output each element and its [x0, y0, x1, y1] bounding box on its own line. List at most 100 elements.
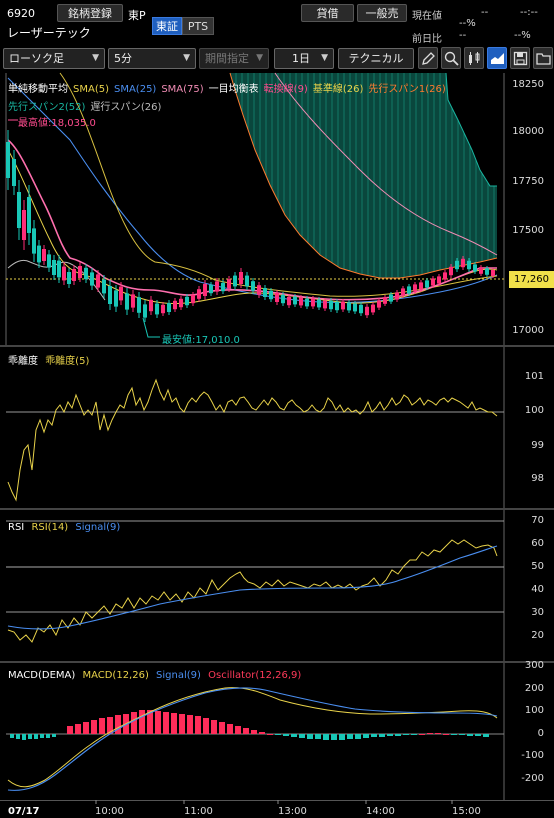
macd-oscillator-bar [363, 734, 369, 738]
zoom-button[interactable] [441, 47, 461, 69]
candle-body [431, 278, 435, 286]
save-button[interactable] [510, 47, 530, 69]
macd-signal-line [7, 687, 498, 791]
macd-line [7, 687, 498, 788]
stock-code: 6920 [7, 7, 35, 20]
macd-oscillator-bar [283, 734, 289, 736]
candle-body [37, 245, 41, 263]
macd-oscillator-bar [387, 734, 393, 736]
candle-body [305, 298, 309, 307]
candles [6, 130, 495, 322]
exchange-tse-tab[interactable]: 東証 [152, 17, 182, 35]
interval-select[interactable]: 5分 ▼ [108, 48, 196, 69]
macd-ytick: 300 [524, 660, 544, 671]
candle-body [96, 274, 100, 288]
candle-body [371, 304, 375, 313]
x-tick: 13:00 [278, 806, 307, 817]
candle-body [485, 268, 489, 275]
prev-close-value: -- [459, 30, 467, 41]
technical-button[interactable]: テクニカル [338, 48, 414, 69]
current-price-value: -- [481, 7, 489, 18]
candle-body [167, 303, 171, 312]
folder-icon [536, 53, 551, 65]
macd-oscillator-bar [475, 734, 481, 736]
candle-body [67, 272, 71, 284]
macd-oscillator-bar [267, 734, 273, 735]
x-tick: 10:00 [95, 806, 124, 817]
candle-body [275, 293, 279, 302]
macd-oscillator-bar [427, 733, 433, 734]
area-chart-icon [491, 53, 504, 64]
candle-body [57, 260, 61, 278]
open-folder-button[interactable] [533, 47, 553, 69]
main-legend-row2: 先行スパン2(52) 遅行スパン(26) [8, 98, 166, 113]
macd-oscillator-bar [331, 734, 337, 740]
chart-type-select[interactable]: ローソク足 ▼ [3, 48, 105, 69]
macd-oscillator-bar [187, 715, 193, 734]
macd-oscillator-bar [91, 720, 97, 734]
general-sell-button[interactable]: 一般売 [357, 4, 407, 22]
deviation-ytick: 100 [524, 405, 544, 416]
macd-oscillator-bar [379, 734, 385, 737]
candle-body [461, 258, 465, 268]
macd-oscillator-bar [403, 734, 409, 735]
macd-oscillator-bar [323, 734, 329, 740]
macd-oscillator-bar [467, 734, 473, 736]
deviation-ytick: 101 [524, 371, 544, 382]
period-select[interactable]: 期間指定 ▼ [199, 48, 269, 69]
candle-body [179, 298, 183, 308]
candle-body [401, 288, 405, 296]
candle-body [209, 284, 213, 294]
exchange-pts-tab[interactable]: PTS [182, 17, 214, 35]
macd-oscillator-bar [67, 726, 73, 734]
candle-body [395, 292, 399, 300]
candle-body [407, 286, 411, 294]
candle-body [27, 197, 31, 233]
price-tag: 17,260 [509, 271, 554, 288]
candle-body [108, 286, 112, 304]
legend-item: 基準線(26) [312, 84, 364, 95]
macd-title-text: MACD(DEMA) [8, 670, 76, 681]
current-price-time: --:-- [520, 7, 538, 18]
macd-oscillator-bar [371, 734, 377, 737]
draw-pencil-button[interactable] [418, 47, 438, 69]
macd-oscillator-bar [99, 718, 105, 734]
chevron-down-icon: ▼ [256, 53, 263, 63]
stock-name: レーザーテック [7, 26, 91, 40]
period-value: 期間指定 [205, 52, 249, 65]
rsi-ytick: 70 [531, 515, 544, 526]
watchlist-button[interactable]: 銘柄登録 [57, 4, 123, 22]
candle-body [131, 294, 135, 308]
macd-oscillator-bar [459, 734, 465, 735]
candle-body [173, 300, 177, 310]
chevron-down-icon: ▼ [183, 53, 190, 63]
candle-body [161, 304, 165, 314]
main-ytick: 18250 [512, 79, 544, 90]
sma5-line [7, 149, 498, 305]
span-select[interactable]: 1日 ▼ [274, 48, 334, 69]
macd-oscillator-bar [131, 712, 137, 734]
candle-body [323, 300, 327, 309]
area-chart-button[interactable] [487, 47, 507, 69]
rsi-title-text: RSI [8, 522, 25, 533]
candle-body [84, 267, 88, 280]
deviation-title: 乖離度 乖離度(5) [8, 352, 89, 367]
rsi-line [7, 539, 498, 643]
macd-oscillator-bar [171, 713, 177, 734]
macd-oscillator-bar [115, 715, 121, 734]
macd-oscillator-bar [451, 734, 457, 735]
deviation-line [7, 378, 498, 502]
macd-oscillator-bar [16, 734, 20, 739]
candle-body [455, 260, 459, 270]
candle-body [263, 288, 267, 297]
candle-body [62, 266, 66, 281]
low-label: 最安値:17,010.0 [162, 335, 240, 346]
candle-body [443, 272, 447, 280]
margin-button[interactable]: 貸借 [301, 4, 354, 22]
candle-style-button[interactable] [464, 47, 484, 69]
candle-body [365, 306, 369, 316]
market-label: 東P [128, 9, 146, 22]
rsi-ytick: 40 [531, 584, 544, 595]
candle-body [12, 159, 16, 186]
pencil-icon [422, 52, 435, 65]
